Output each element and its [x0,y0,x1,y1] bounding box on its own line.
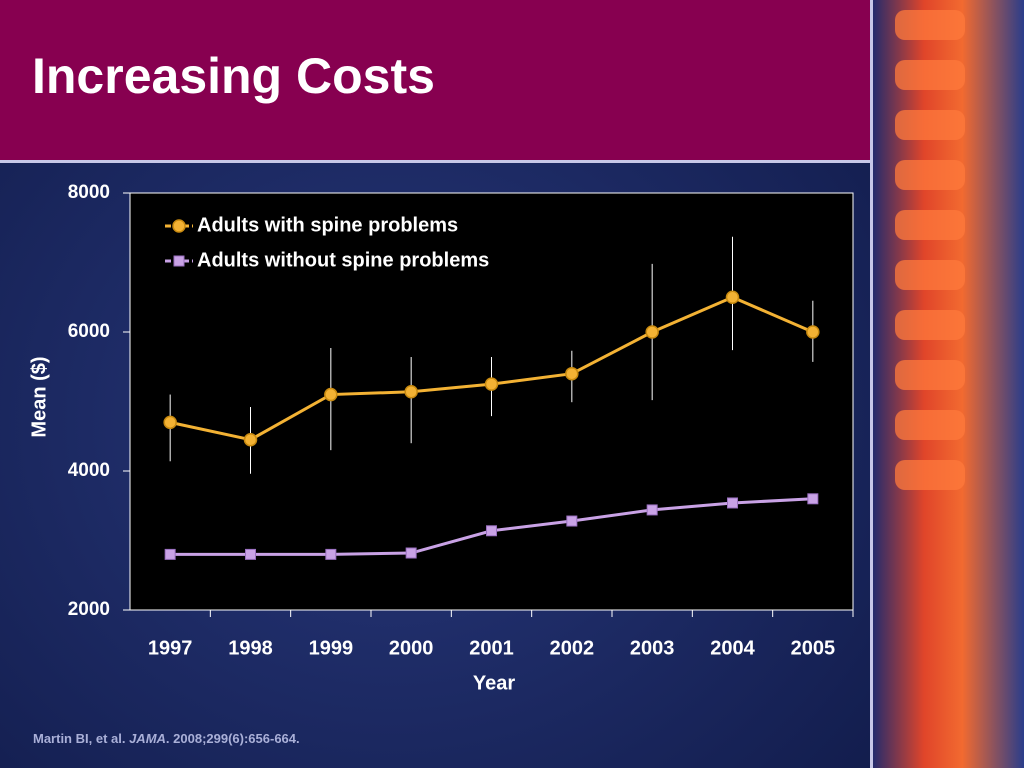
data-point [646,504,658,516]
citation-journal: JAMA [129,731,166,746]
data-point [163,415,177,430]
legend-marker [172,219,186,233]
data-point [486,525,497,537]
data-point [243,432,258,447]
x-axis-label: Year [473,672,515,694]
y-tick-label: 4000 [68,460,110,481]
x-tick-label: 1998 [228,637,273,659]
data-point [405,547,417,559]
data-point [164,548,176,560]
legend-marker [173,255,185,267]
data-point [725,290,740,304]
x-tick-label: 2003 [630,637,675,659]
legend-label: Adults with spine problems [197,214,458,236]
divider [870,0,873,768]
data-point [565,366,579,381]
data-point [727,497,738,509]
citation: Martin BI, et al. JAMA. 2008;299(6):656-… [33,731,300,746]
data-point [324,387,338,402]
x-tick-label: 2004 [710,637,755,659]
data-point [566,515,578,527]
data-point [645,325,659,339]
y-tick-label: 8000 [68,182,110,203]
data-point [806,325,820,339]
x-tick-label: 2000 [389,637,434,659]
x-tick-label: 2001 [469,637,514,659]
x-tick-label: 2002 [550,637,595,659]
y-axis-label: Mean ($) [28,356,50,437]
legend-label: Adults without spine problems [197,249,489,271]
y-tick-label: 2000 [68,599,110,620]
data-point [484,377,499,391]
header [0,0,870,160]
citation-text: Martin BI, et al. [33,731,129,746]
data-point [807,493,819,505]
data-point [245,548,256,560]
header-rule [0,160,870,163]
data-point [325,548,337,560]
data-point [404,385,418,399]
x-tick-label: 1997 [148,637,193,659]
x-tick-label: 2005 [791,637,836,659]
y-tick-label: 6000 [68,321,110,342]
slide-title: Increasing Costs [32,48,435,104]
x-tick-label: 1999 [309,637,354,659]
citation-text: . 2008;299(6):656-664. [166,731,300,746]
vertebrae [895,10,965,490]
